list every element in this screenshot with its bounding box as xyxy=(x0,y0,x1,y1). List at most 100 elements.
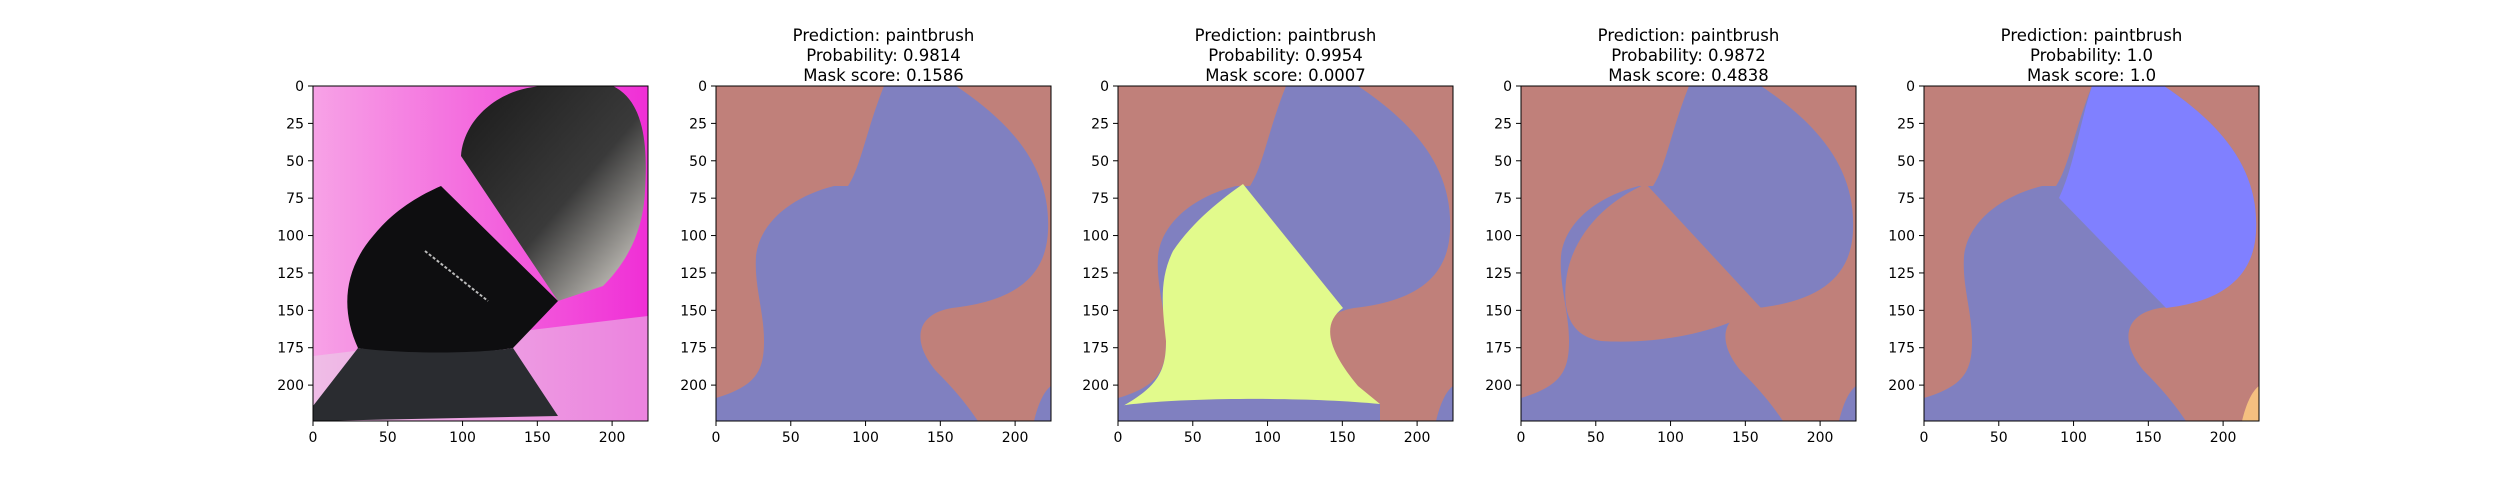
y-tick-label: 150 xyxy=(1888,303,1915,319)
mask-region xyxy=(716,86,1049,421)
y-tick-label: 25 xyxy=(286,116,304,132)
y-tick-label: 100 xyxy=(1485,229,1512,245)
y-tick-label: 50 xyxy=(286,154,304,170)
panel-2-image xyxy=(716,86,1051,421)
y-tick-label: 75 xyxy=(1091,191,1109,207)
y-tick-label: 175 xyxy=(1485,341,1512,357)
y-tick-label: 25 xyxy=(689,116,707,132)
y-tick-label: 200 xyxy=(1082,378,1109,394)
y-tick-label: 100 xyxy=(1888,229,1915,245)
x-tick-label: 200 xyxy=(1807,430,1834,446)
panel-1-frame xyxy=(312,85,649,422)
y-tick-label: 100 xyxy=(277,229,304,245)
y-tick-label: 125 xyxy=(1485,266,1512,282)
x-tick-label: 100 xyxy=(2060,430,2087,446)
y-tick-label: 0 xyxy=(295,79,304,95)
y-tick-label: 50 xyxy=(689,154,707,170)
panel-1-image xyxy=(313,86,648,421)
panel-4-title-line: Mask score: 0.4838 xyxy=(1608,66,1769,85)
y-tick-label: 25 xyxy=(1091,116,1109,132)
y-tick-label: 0 xyxy=(1906,79,1915,95)
panel-5-image xyxy=(1924,86,2259,421)
panel-5-title-line: Mask score: 1.0 xyxy=(2027,66,2156,85)
x-tick-label: 50 xyxy=(782,430,800,446)
y-tick-label: 50 xyxy=(1494,154,1512,170)
panel-3-title-line: Mask score: 0.0007 xyxy=(1205,66,1366,85)
x-tick-label: 0 xyxy=(712,430,721,446)
panel-4-title-line: Probability: 0.9872 xyxy=(1611,46,1766,65)
panel-2-frame xyxy=(715,85,1052,422)
y-tick-label: 200 xyxy=(680,378,707,394)
x-tick-label: 100 xyxy=(852,430,879,446)
brush-handle xyxy=(347,186,558,354)
x-tick-label: 0 xyxy=(1920,430,1929,446)
y-tick-label: 50 xyxy=(1897,154,1915,170)
y-tick-label: 100 xyxy=(1082,229,1109,245)
y-tick-label: 75 xyxy=(689,191,707,207)
panel-4: 0 50 100 150 200 0 25 50 75 100 125 150 175 200 Predic… xyxy=(1485,26,1857,446)
panel-1: 0 50 100 150 200 0 25 50 75 100 125 150 175 200 xyxy=(277,79,649,446)
brush-stand xyxy=(313,348,558,421)
panel-3-title-line: Probability: 0.9954 xyxy=(1208,46,1363,65)
x-tick-label: 200 xyxy=(1002,430,1029,446)
x-tick-label: 50 xyxy=(379,430,397,446)
x-tick-label: 200 xyxy=(2210,430,2237,446)
mask-corner xyxy=(1821,86,1856,121)
y-tick-label: 125 xyxy=(277,266,304,282)
y-tick-label: 75 xyxy=(1897,191,1915,207)
x-tick-label: 100 xyxy=(1657,430,1684,446)
x-tick-label: 50 xyxy=(1990,430,2008,446)
x-tick-label: 150 xyxy=(1329,430,1356,446)
y-tick-label: 175 xyxy=(1888,341,1915,357)
panel-2-title-line: Prediction: paintbrush xyxy=(793,26,975,45)
y-tick-label: 0 xyxy=(1100,79,1109,95)
panel-5-frame xyxy=(1923,85,2260,422)
panel-3-frame xyxy=(1117,85,1454,422)
x-tick-label: 200 xyxy=(1404,430,1431,446)
x-tick-label: 150 xyxy=(2135,430,2162,446)
panel-2: 0 50 100 150 200 0 25 50 75 100 125 150 175 200 Predic… xyxy=(680,26,1052,446)
y-tick-label: 150 xyxy=(1082,303,1109,319)
mask-base xyxy=(1118,398,1380,421)
x-tick-label: 150 xyxy=(1732,430,1759,446)
y-tick-label: 100 xyxy=(680,229,707,245)
panel-2-title-line: Probability: 0.9814 xyxy=(806,46,961,65)
y-tick-label: 150 xyxy=(277,303,304,319)
x-tick-label: 0 xyxy=(309,430,318,446)
mask-highlight xyxy=(1118,184,1380,421)
panel-3-image xyxy=(1118,86,1453,421)
mask-corner xyxy=(1418,86,1453,121)
mask-region-small xyxy=(1839,386,1856,421)
x-tick-label: 50 xyxy=(1184,430,1202,446)
y-tick-label: 75 xyxy=(1494,191,1512,207)
y-tick-label: 25 xyxy=(1494,116,1512,132)
x-tick-label: 50 xyxy=(1587,430,1605,446)
y-tick-label: 50 xyxy=(1091,154,1109,170)
y-tick-label: 0 xyxy=(1503,79,1512,95)
mask-inner-region xyxy=(1565,184,1761,342)
y-tick-label: 200 xyxy=(277,378,304,394)
x-tick-label: 0 xyxy=(1114,430,1123,446)
y-tick-label: 150 xyxy=(680,303,707,319)
y-tick-label: 75 xyxy=(286,191,304,207)
y-tick-label: 125 xyxy=(1888,266,1915,282)
panel-2-title-line: Mask score: 0.1586 xyxy=(803,66,964,85)
panel-4-image xyxy=(1521,86,1856,421)
panel-3-title-line: Prediction: paintbrush xyxy=(1195,26,1377,45)
y-tick-label: 25 xyxy=(1897,116,1915,132)
x-tick-label: 200 xyxy=(599,430,626,446)
x-tick-label: 100 xyxy=(449,430,476,446)
y-tick-label: 125 xyxy=(1082,266,1109,282)
y-tick-label: 200 xyxy=(1888,378,1915,394)
mask-region-small xyxy=(1034,386,1051,421)
panel-5: 0 50 100 150 200 0 25 50 75 100 125 150 175 200 Predic… xyxy=(1888,26,2260,446)
mask-corner-region xyxy=(2242,386,2259,421)
x-tick-label: 150 xyxy=(927,430,954,446)
panel-5-title-line: Prediction: paintbrush xyxy=(2001,26,2183,45)
brush-bristles xyxy=(461,86,646,301)
y-tick-label: 175 xyxy=(1082,341,1109,357)
x-tick-label: 100 xyxy=(1254,430,1281,446)
x-tick-label: 0 xyxy=(1517,430,1526,446)
mask-corner xyxy=(1016,86,1051,121)
